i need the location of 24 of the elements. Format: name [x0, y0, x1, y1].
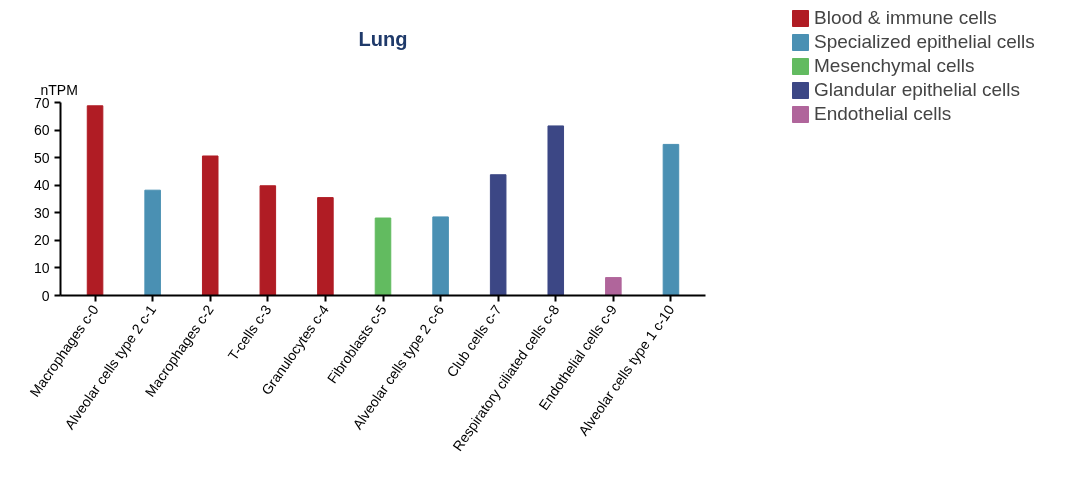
y-tick-label: 40 [33, 177, 50, 194]
y-tick-label: 60 [33, 122, 50, 139]
bar [547, 125, 565, 296]
legend-label: Endothelial cells [814, 103, 952, 125]
y-tick-label: 20 [33, 232, 50, 249]
bar [605, 277, 622, 296]
y-tick-label: 30 [33, 204, 50, 221]
bar [144, 189, 161, 296]
bar [432, 216, 449, 296]
bar [317, 197, 334, 296]
bar [662, 143, 680, 296]
bar [259, 185, 277, 296]
y-tick-label: 50 [33, 149, 50, 166]
y-tick-label: 10 [33, 259, 50, 276]
legend-label: Glandular epithelial cells [814, 79, 1020, 101]
bar [489, 174, 507, 296]
legend-label: Blood & immune cells [814, 7, 997, 29]
bar [86, 105, 104, 296]
chart-title: Lung [358, 27, 408, 50]
bar [201, 155, 219, 296]
bar [374, 217, 392, 296]
legend-label: Specialized epithelial cells [814, 31, 1035, 53]
y-tick-label: 0 [41, 287, 50, 304]
legend-label: Mesenchymal cells [814, 55, 975, 77]
